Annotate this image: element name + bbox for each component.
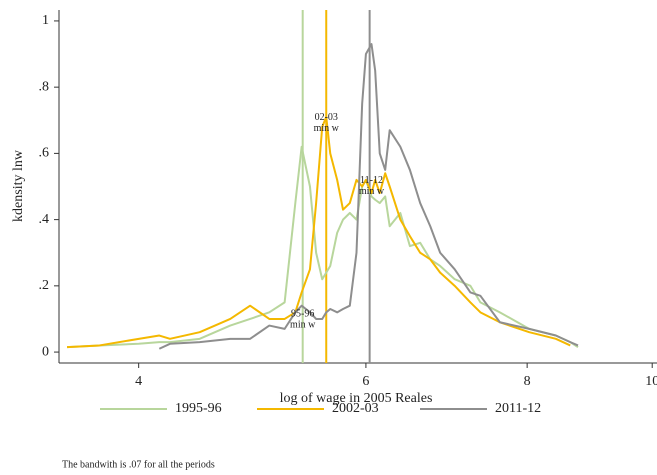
legend-label: 1995-96 (175, 401, 222, 416)
y-tick-label: .2 (39, 278, 50, 293)
y-tick-label: .6 (39, 146, 50, 161)
x-tick-label: 10 (645, 374, 657, 389)
annotation: 11-12 (360, 175, 383, 186)
series-line (66, 145, 579, 349)
y-tick-label: .8 (39, 79, 50, 94)
y-axis-label: kdensity lnw (11, 149, 26, 222)
y-tick-label: 1 (42, 13, 49, 28)
annotation: 95-96 (291, 308, 314, 319)
x-tick-label: 4 (135, 374, 142, 389)
y-tick-label: 0 (42, 344, 49, 359)
legend-label: 2011-12 (495, 401, 541, 416)
series-line (158, 43, 579, 350)
annotation: min w (290, 319, 316, 330)
annotation: 02-03 (315, 112, 338, 123)
x-tick-label: 6 (362, 374, 369, 389)
y-tick-label: .4 (39, 212, 50, 227)
note: The bandwith is .07 for all the periods (62, 459, 215, 470)
annotation: min w (314, 123, 340, 134)
annotation: min w (359, 186, 385, 197)
x-axis-label: log of wage in 2005 Reales (280, 391, 433, 406)
x-tick-label: 8 (524, 374, 531, 389)
legend-label: 2002-03 (332, 401, 379, 416)
series-line (66, 115, 571, 349)
